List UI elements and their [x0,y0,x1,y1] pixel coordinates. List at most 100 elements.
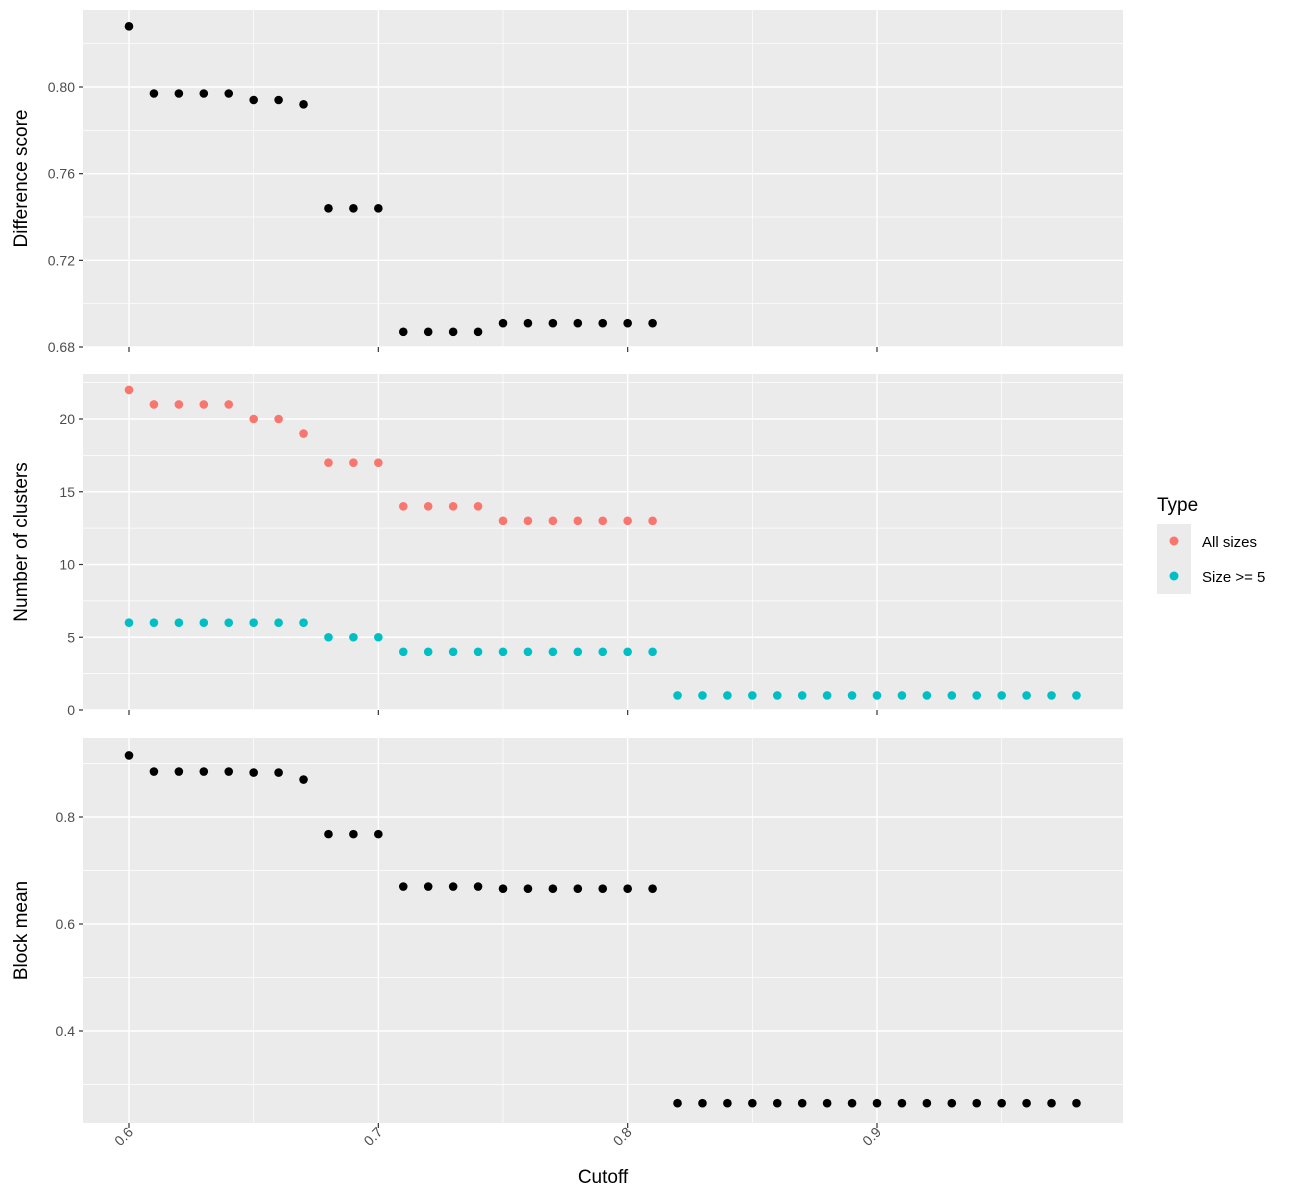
data-point [797,1098,807,1108]
data-point [473,647,483,657]
y-tick-label: 0.80 [48,79,75,95]
data-point [124,751,134,760]
data-point [548,884,558,893]
data-point [897,691,907,700]
y-tick-label: 5 [67,629,75,645]
data-point [523,647,533,657]
data-point [224,89,234,98]
data-point [423,882,433,891]
data-point [299,100,308,109]
data-point [648,884,657,893]
data-point [174,767,184,776]
data-point [573,516,583,526]
panels: 0.68 0.72 0.76 0.80 Difference score 0 5 10 15 20… [11,10,1123,1149]
y-tick-label: 10 [59,557,75,573]
y-tick-label: 20 [59,411,75,427]
data-point [249,618,258,627]
data-point [124,618,134,627]
data-point [698,1098,707,1108]
data-point [1072,691,1081,700]
y-axis-title: Number of clusters [11,462,32,621]
data-point [673,1098,682,1108]
panel-1: 0.68 0.72 0.76 0.80 Difference score [11,10,1123,355]
data-point [473,502,483,511]
data-point [748,1098,757,1108]
data-point [648,318,657,328]
data-point [224,618,234,627]
data-point [598,647,608,657]
data-point [124,22,134,31]
legend-key-all-sizes [1169,536,1179,546]
y-tick-label: 0.6 [56,916,76,932]
data-point [523,516,533,526]
data-point [448,502,458,511]
data-point [772,1098,782,1108]
data-point [349,632,358,642]
y-tick-label: 0 [67,702,75,718]
data-point [872,1098,882,1108]
data-point [598,516,608,526]
legend-title: Type [1157,495,1198,516]
data-point [498,884,508,893]
data-point [249,95,258,105]
data-point [174,89,184,98]
data-point [224,400,234,409]
data-point [1022,691,1031,700]
data-point [149,767,159,776]
panel-background [83,10,1123,347]
legend-label-all-sizes: All sizes [1202,534,1257,551]
data-point [498,318,508,328]
data-point [149,400,159,409]
data-point [324,829,333,839]
data-point [673,691,682,700]
data-point [523,884,533,893]
data-point [374,632,383,642]
y-tick-label: 0.76 [48,166,75,182]
data-point [947,691,957,700]
panel-background [83,374,1123,710]
y-tick-label: 0.68 [48,339,75,355]
data-point [274,618,283,627]
y-tick-label: 0.4 [56,1023,76,1039]
data-point [149,618,159,627]
data-point [398,327,408,337]
data-point [723,1098,732,1108]
data-point [498,647,508,657]
y-axis-title: Block mean [11,881,32,980]
data-point [1047,1098,1056,1108]
data-point [374,829,383,839]
data-point [723,691,732,700]
data-point [249,768,258,777]
data-point [648,516,657,526]
data-point [324,632,333,642]
data-point [274,414,283,424]
data-point [623,516,632,526]
data-point [922,691,932,700]
data-point [249,414,258,424]
data-point [124,385,134,395]
data-point [423,327,433,337]
data-point [1072,1098,1081,1108]
y-tick-label: 0.8 [56,809,76,825]
data-point [772,691,782,700]
data-point [448,327,458,337]
data-point [997,1098,1006,1108]
data-point [448,882,458,891]
data-point [398,502,408,511]
data-point [997,691,1006,700]
data-point [224,767,234,776]
data-point [199,89,209,98]
data-point [174,400,184,409]
legend-label-size-ge-5: Size >= 5 [1202,569,1265,586]
data-point [349,204,358,213]
data-point [598,318,608,328]
data-point [598,884,608,893]
data-point [398,882,408,891]
data-point [1022,1098,1031,1108]
data-point [299,775,308,784]
data-point [149,89,159,98]
data-point [573,884,583,893]
data-point [847,691,857,700]
data-point [274,95,283,105]
data-point [324,204,333,213]
